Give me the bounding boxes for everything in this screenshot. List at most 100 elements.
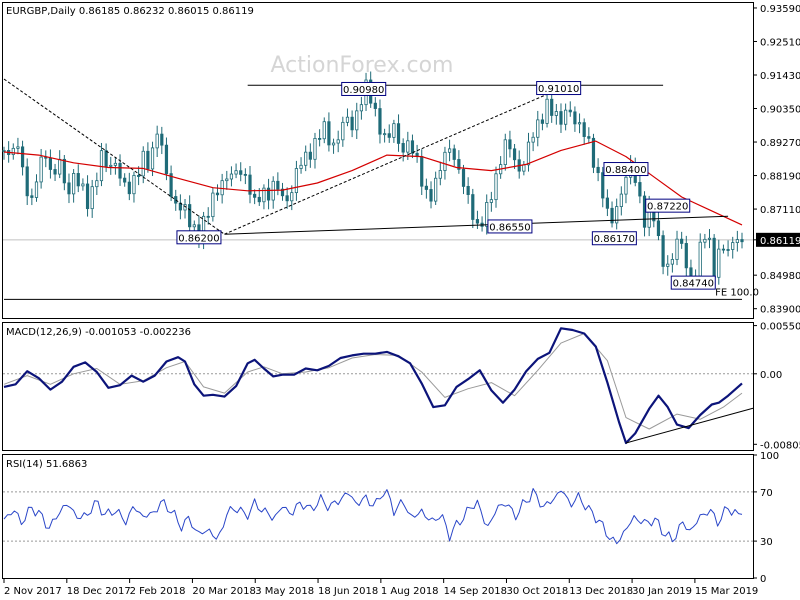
candle-body xyxy=(707,237,712,240)
watermark: ActionForex.com xyxy=(271,53,454,78)
candle-body xyxy=(447,148,452,153)
candle-body xyxy=(610,207,614,224)
candle-body xyxy=(322,121,326,140)
candle-body xyxy=(192,224,196,228)
candle-body xyxy=(596,166,600,174)
candle-body xyxy=(438,170,442,179)
candle-body xyxy=(536,119,540,138)
rsi-title: RSI(14) 51.6863 xyxy=(6,459,87,470)
fibonacci-extension-label: FE 100.0 xyxy=(715,287,759,298)
candle-body xyxy=(30,195,34,198)
macd-line xyxy=(3,327,743,445)
candle-body xyxy=(257,196,261,203)
price-axis-label: 0.93590 xyxy=(760,4,800,15)
candle-body xyxy=(266,187,271,201)
candle-body xyxy=(234,170,238,175)
candle-body xyxy=(104,150,108,167)
candle-body xyxy=(299,164,303,169)
candle-body xyxy=(215,192,220,196)
candle-body xyxy=(443,151,447,171)
candle-body xyxy=(137,175,141,177)
candle-body xyxy=(11,147,15,155)
candle-body xyxy=(285,195,289,202)
time-axis-label: 13 Dec 2018 xyxy=(569,586,633,597)
candle-body xyxy=(123,177,127,183)
candle-body xyxy=(99,150,104,182)
price-level-label: 0.90980 xyxy=(343,85,384,96)
candle-body xyxy=(429,189,433,202)
candle-body xyxy=(550,98,554,116)
candle-body xyxy=(53,169,57,175)
macd-panel-frame xyxy=(2,322,754,451)
candle-body xyxy=(355,110,359,131)
candle-body xyxy=(475,219,480,224)
candle-body xyxy=(113,162,117,166)
candle-body xyxy=(174,196,178,204)
candle-body xyxy=(564,109,568,125)
macd-axis-label: 0.005504 xyxy=(760,322,800,333)
candle-body xyxy=(396,123,401,144)
time-axis-label: 2 Feb 2018 xyxy=(130,586,186,597)
candle-body xyxy=(62,158,66,184)
candle-body xyxy=(624,176,628,195)
candle-body xyxy=(58,158,62,175)
time-axis-label: 30 Oct 2018 xyxy=(506,586,568,597)
candle-body xyxy=(522,164,526,172)
price-level-label: 0.91010 xyxy=(538,84,579,95)
candle-body xyxy=(336,139,340,144)
candle-body xyxy=(698,241,702,277)
candle-body xyxy=(85,183,90,210)
candle-body xyxy=(601,172,605,199)
price-level-label: 0.86170 xyxy=(594,234,635,245)
candle-body xyxy=(457,159,461,170)
candle-body xyxy=(141,150,145,177)
candle-body xyxy=(262,187,266,203)
price-axis-label: 0.92510 xyxy=(760,37,800,48)
current-price-label: 0.86119 xyxy=(760,236,800,247)
candle-body xyxy=(573,111,577,125)
candle-body xyxy=(290,192,294,202)
candle-body xyxy=(313,138,317,160)
candle-body xyxy=(740,239,744,243)
candle-body xyxy=(503,139,507,165)
candle-body xyxy=(591,137,596,168)
candle-body xyxy=(359,104,363,112)
candle-body xyxy=(132,175,136,195)
candle-body xyxy=(331,142,336,146)
candle-body xyxy=(531,136,535,143)
candle-body xyxy=(20,146,25,168)
candle-body xyxy=(638,182,642,197)
price-axis-label: 0.90350 xyxy=(760,105,800,116)
candle-body xyxy=(16,146,20,149)
candle-body xyxy=(615,206,619,224)
price-level-label: 0.84740 xyxy=(673,279,714,290)
price-level-box xyxy=(603,162,649,177)
candle-body xyxy=(689,267,693,277)
candle-body xyxy=(146,150,150,170)
candle-body xyxy=(452,148,456,160)
macd-signal-line xyxy=(3,333,743,430)
trendline xyxy=(3,78,225,235)
candle-body xyxy=(387,133,391,138)
candle-body xyxy=(406,140,410,153)
price-axis-label: 0.84980 xyxy=(760,271,800,282)
price-level-label: 0.86200 xyxy=(178,233,219,244)
candle-body xyxy=(712,237,716,278)
candle-body xyxy=(220,180,224,196)
candle-body xyxy=(675,238,679,260)
candle-body xyxy=(577,122,582,125)
rsi-axis-label: 100 xyxy=(760,451,779,462)
candle-body xyxy=(253,193,257,198)
candle-body xyxy=(656,220,661,237)
candle-body xyxy=(494,173,498,201)
candle-body xyxy=(308,151,312,160)
candle-body xyxy=(248,174,252,195)
candle-body xyxy=(526,141,531,166)
candle-body xyxy=(466,186,470,195)
candle-body xyxy=(410,140,415,154)
candle-body xyxy=(726,249,730,251)
candle-body xyxy=(90,186,94,210)
candle-body xyxy=(512,148,517,161)
candle-body xyxy=(341,121,345,141)
time-axis-label: 1 Aug 2018 xyxy=(381,586,439,597)
